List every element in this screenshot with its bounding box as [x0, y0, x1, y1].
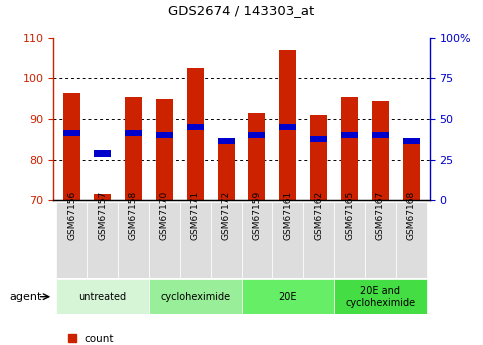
FancyBboxPatch shape — [180, 202, 211, 278]
FancyBboxPatch shape — [365, 202, 396, 278]
Text: GSM67167: GSM67167 — [376, 190, 385, 240]
Text: GSM67165: GSM67165 — [345, 190, 354, 240]
FancyBboxPatch shape — [87, 202, 118, 278]
Bar — [187, 124, 204, 130]
Bar — [248, 113, 266, 200]
Legend: count, percentile rank within the sample: count, percentile rank within the sample — [68, 334, 260, 345]
Text: untreated: untreated — [78, 292, 127, 302]
Text: GSM67159: GSM67159 — [253, 190, 261, 240]
Bar — [279, 50, 296, 200]
FancyBboxPatch shape — [303, 202, 334, 278]
Text: agent: agent — [10, 292, 42, 302]
Bar — [310, 136, 327, 142]
FancyBboxPatch shape — [396, 202, 427, 278]
Bar — [125, 130, 142, 136]
Text: GSM67172: GSM67172 — [222, 191, 230, 240]
FancyBboxPatch shape — [118, 202, 149, 278]
FancyBboxPatch shape — [56, 279, 149, 314]
Text: 20E: 20E — [279, 292, 297, 302]
Text: GSM67158: GSM67158 — [129, 190, 138, 240]
Text: GSM67157: GSM67157 — [98, 190, 107, 240]
Bar — [63, 93, 80, 200]
Bar — [341, 132, 358, 138]
Bar — [372, 101, 389, 200]
FancyBboxPatch shape — [242, 202, 272, 278]
Bar — [156, 99, 173, 200]
FancyBboxPatch shape — [149, 279, 242, 314]
FancyBboxPatch shape — [334, 202, 365, 278]
Bar — [403, 138, 420, 144]
Text: GSM67171: GSM67171 — [191, 190, 199, 240]
Text: GDS2674 / 143303_at: GDS2674 / 143303_at — [169, 4, 314, 17]
Bar — [279, 124, 296, 130]
FancyBboxPatch shape — [149, 202, 180, 278]
Text: cycloheximide: cycloheximide — [160, 292, 230, 302]
Bar — [403, 143, 420, 200]
Text: GSM67161: GSM67161 — [284, 190, 292, 240]
Bar — [156, 132, 173, 138]
Bar — [125, 97, 142, 200]
FancyBboxPatch shape — [211, 202, 242, 278]
Text: GSM67168: GSM67168 — [407, 190, 416, 240]
FancyBboxPatch shape — [56, 202, 87, 278]
Bar — [372, 132, 389, 138]
Bar — [94, 150, 111, 157]
Bar — [187, 68, 204, 200]
Bar — [341, 97, 358, 200]
FancyBboxPatch shape — [272, 202, 303, 278]
Bar — [310, 115, 327, 200]
Bar — [217, 138, 235, 144]
FancyBboxPatch shape — [334, 279, 427, 314]
Text: GSM67162: GSM67162 — [314, 191, 323, 240]
Bar — [63, 130, 80, 136]
Bar — [248, 132, 266, 138]
Text: GSM67170: GSM67170 — [160, 190, 169, 240]
Text: 20E and
cycloheximide: 20E and cycloheximide — [345, 286, 415, 307]
Text: GSM67156: GSM67156 — [67, 190, 76, 240]
Bar — [94, 194, 111, 200]
Bar — [217, 139, 235, 200]
FancyBboxPatch shape — [242, 279, 334, 314]
